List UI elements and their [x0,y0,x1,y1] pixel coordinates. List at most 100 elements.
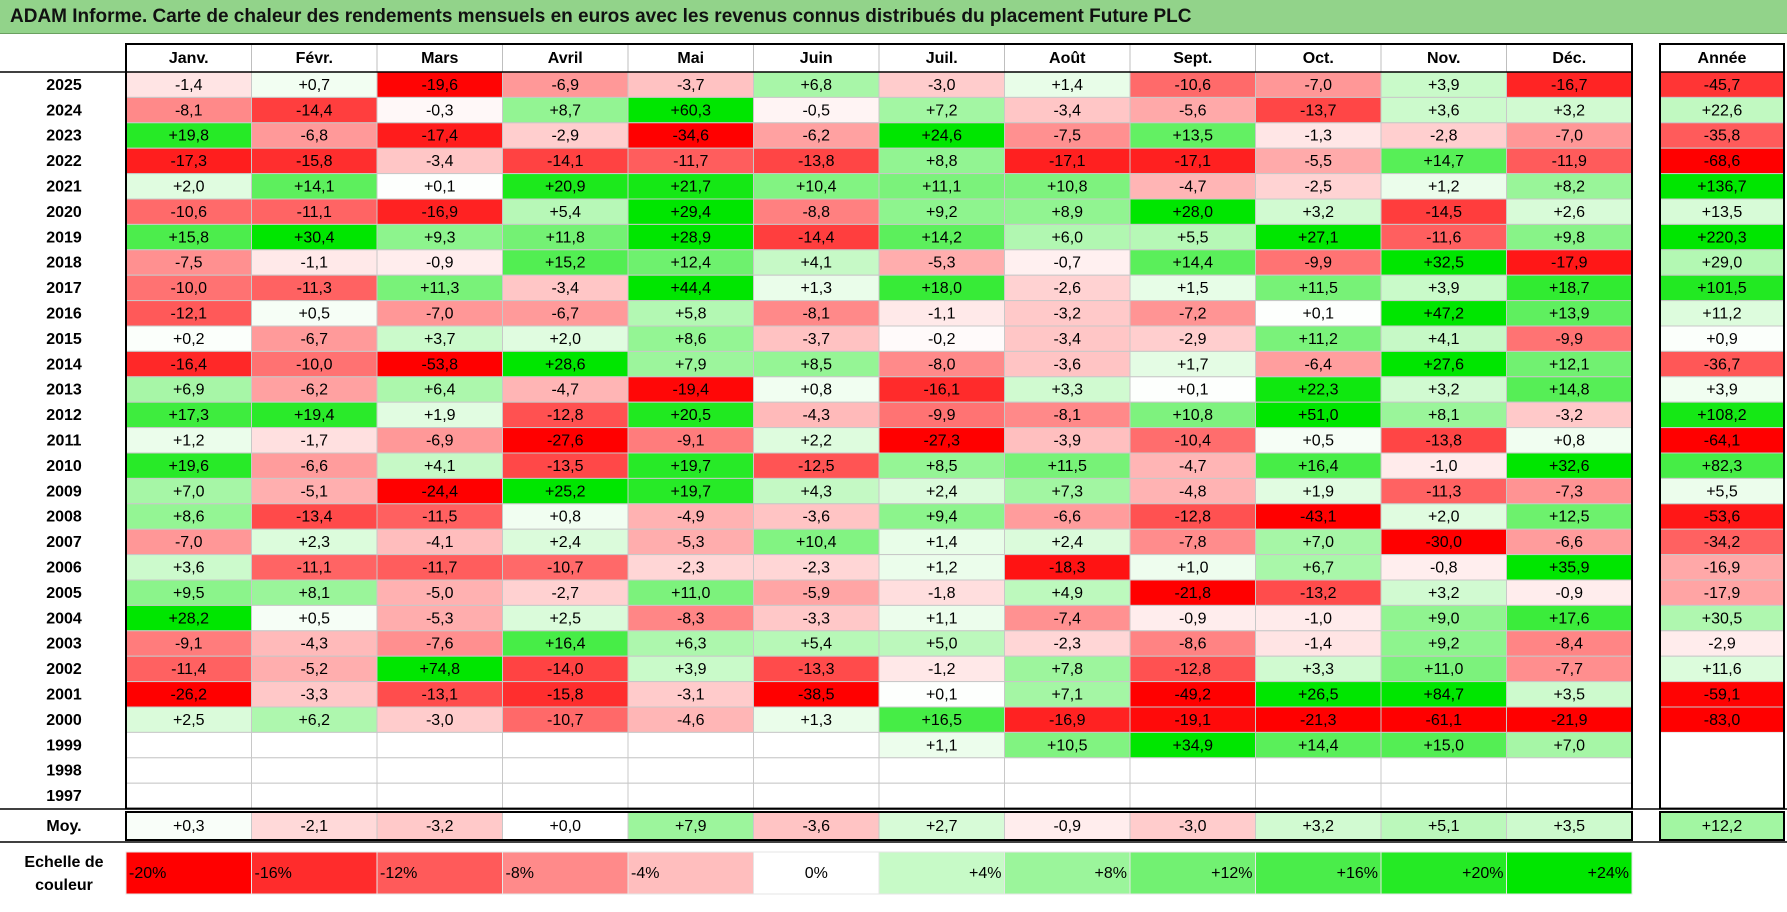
heatmap-cell [878,71,1005,98]
heatmap-cell-value: -8,1 [1053,407,1081,424]
heatmap-cell-value: +4,3 [800,483,832,500]
heatmap-cell-value: +8,6 [173,509,205,526]
heatmap-cell-value: +12,4 [671,255,712,272]
heatmap-cell-value: -15,8 [547,687,584,704]
heatmap-cell [502,477,629,505]
heatmap-cell [125,401,252,429]
heatmap-cell-value: -3,0 [928,77,956,94]
heatmap-cell [627,350,754,378]
heatmap-cell-value: -7,0 [426,306,454,323]
heatmap-cell-value: -8,3 [677,610,705,627]
heatmap-cell [502,401,629,429]
average-cell-value: +0,3 [173,818,205,835]
year-total-value: +22,6 [1702,102,1743,119]
heatmap-cell-value: -3,9 [1053,433,1081,450]
heatmap-cell [1380,782,1507,810]
heatmap-cell-value: +21,7 [671,179,712,196]
heatmap-cell-value: -2,9 [551,128,579,145]
heatmap-cell [1004,579,1131,606]
year-label: 2004 [46,610,82,627]
heatmap-cell-value: +10,5 [1047,737,1088,754]
heatmap-cell [251,579,378,606]
color-scale-label: -16% [255,865,292,882]
heatmap-cell-value: -12,8 [1175,661,1212,678]
year-label: 2023 [46,128,82,145]
heatmap-cell-value: -15,8 [296,153,333,170]
heatmap-cell [1380,604,1507,632]
heatmap-cell-value: +1,0 [1177,560,1209,577]
heatmap-cell [1004,655,1131,683]
heatmap-cell-value: +27,6 [1424,356,1465,373]
month-header-label: Juil. [926,50,958,67]
heatmap-cell-value: -13,7 [1300,102,1337,119]
heatmap-cell-value: +47,2 [1424,306,1465,323]
heatmap-cell [251,96,378,124]
heatmap-cell [878,655,1005,683]
heatmap-cell [1255,173,1382,200]
year-total-value: +11,2 [1702,306,1741,323]
heatmap-cell [1380,223,1507,251]
heatmap-cell-value: -3,3 [300,687,328,704]
heatmap-cell-value: -6,8 [300,128,328,145]
heatmap-cell-value: -1,0 [1304,610,1332,627]
heatmap-cell [878,731,1005,759]
month-header-label: Févr. [296,50,333,67]
heatmap-cell [125,96,252,124]
heatmap-cell [1129,731,1256,759]
heatmap-cell-value: -7,0 [175,534,203,551]
heatmap-cell-value: +1,3 [800,280,832,297]
year-label: 2010 [46,458,82,475]
heatmap-cell [878,681,1005,708]
heatmap-cell-value: -1,8 [928,585,956,602]
heatmap-cell-value: +19,7 [671,458,712,475]
heatmap-cell-value: -4,8 [1179,483,1207,500]
heatmap-cell-value: -9,9 [1304,255,1332,272]
heatmap-cell-value: +8,8 [926,153,958,170]
heatmap-cell [376,630,503,657]
color-scale-swatch [125,851,252,895]
heatmap-cell [1129,325,1256,352]
year-total-cell [1659,274,1785,302]
year-label: 1997 [46,788,82,805]
heatmap-cell-value: -1,0 [1430,458,1458,475]
year-label: 2015 [46,331,82,348]
heatmap-cell [376,731,503,759]
heatmap-cell [627,528,754,556]
heatmap-cell-value: +2,6 [1553,204,1585,221]
heatmap-cell-value: +15,2 [545,255,586,272]
heatmap-cell [251,325,378,352]
heatmap-cell-value: -4,7 [1179,179,1207,196]
heatmap-cell-value: +51,0 [1298,407,1339,424]
heatmap-cell-value: -6,2 [300,382,328,399]
heatmap-cell [376,681,503,708]
year-total-cell [1659,173,1785,200]
heatmap-cell [1129,503,1256,530]
heatmap-cell [878,198,1005,225]
heatmap-cell-value: -2,5 [1304,179,1332,196]
heatmap-cell-value: -3,7 [802,331,830,348]
year-label: 2000 [46,712,82,729]
heatmap-cell [1129,579,1256,606]
heatmap-cell [251,731,378,759]
heatmap-cell [1506,71,1633,98]
heatmap-cell-value: +26,5 [1298,687,1339,704]
heatmap-cell [376,757,503,784]
heatmap-cell [1506,452,1633,479]
heatmap-cell-value: +20,9 [545,179,586,196]
heatmap-cell-value: -16,7 [1551,77,1588,94]
heatmap-cell-value: -17,3 [171,153,208,170]
heatmap-cell-value: -38,5 [798,687,835,704]
heatmap-cell [1255,731,1382,759]
heatmap-cell-value: +5,5 [1177,229,1209,246]
heatmap-cell [1506,173,1633,200]
heatmap-cell-value: +8,5 [800,356,832,373]
heatmap-cell-value: +1,9 [1302,483,1334,500]
heatmap-cell [1255,274,1382,302]
heatmap-cell [1129,528,1256,556]
heatmap-cell-value: +9,4 [926,509,958,526]
heatmap-cell-value: +22,3 [1298,382,1339,399]
year-label: 2001 [46,687,82,704]
year-total-cell [1659,579,1785,606]
heatmap-cell [251,604,378,632]
heatmap-cell-value: -19,4 [673,382,710,399]
